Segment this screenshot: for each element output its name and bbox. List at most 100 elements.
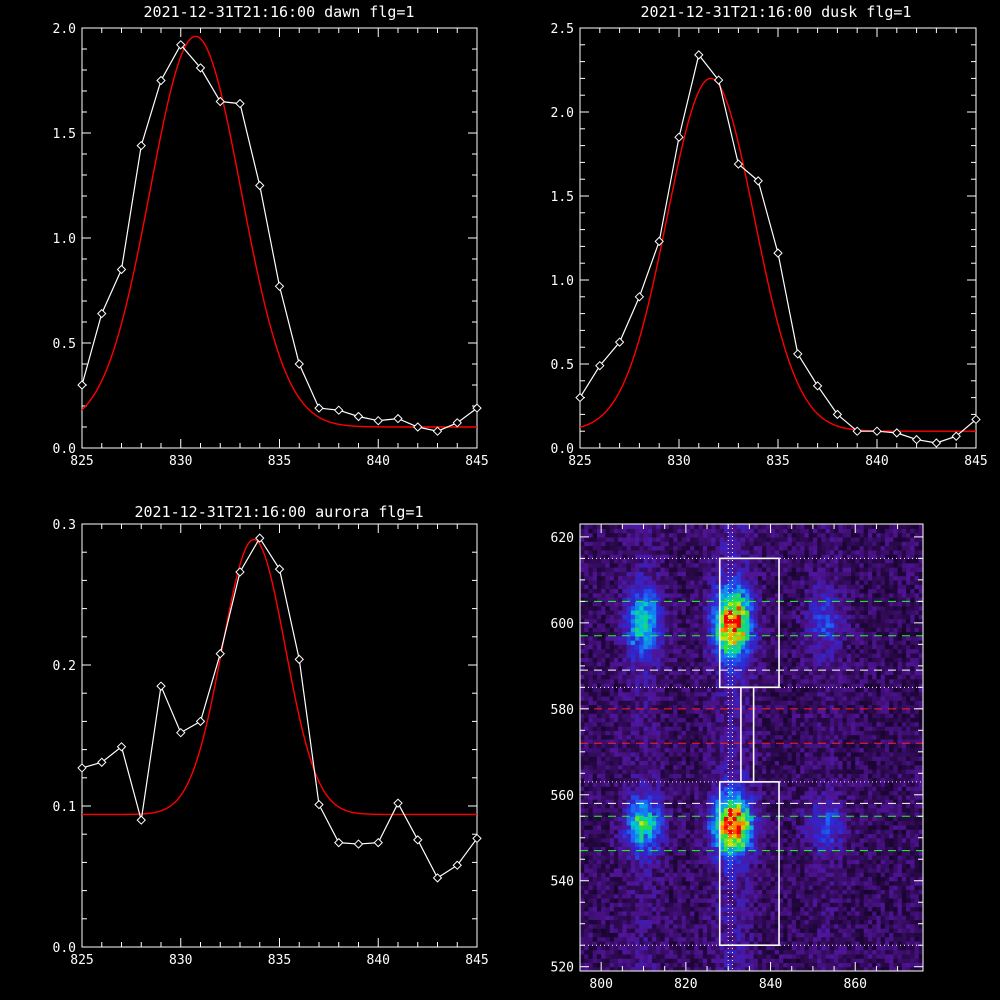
heatmap-cell [677,863,683,869]
heatmap-cell [800,811,806,817]
heatmap-cell [783,940,789,946]
heatmap-cell [647,867,653,873]
heatmap-cell [639,773,645,779]
heatmap-cell [872,923,878,929]
heatmap-cell [821,867,827,873]
heatmap-cell [596,923,602,929]
heatmap-cell [601,807,606,813]
heatmap-cell [753,897,759,903]
heatmap-cell [766,756,772,761]
heatmap-cell [834,820,839,826]
heatmap-cell [588,807,594,813]
heatmap-cell [901,824,907,830]
heatmap-cell [842,824,848,830]
heatmap-cell [770,743,776,749]
heatmap-cell [677,833,683,839]
heatmap-cell [605,876,611,882]
heatmap-cell [834,928,839,933]
heatmap-cell [745,837,750,843]
heatmap-cell [914,863,920,869]
heatmap-cell [732,915,738,921]
heatmap-cell [656,726,662,731]
heatmap-cell [698,885,704,890]
heatmap-cell [821,747,827,753]
heatmap-cell [757,919,763,925]
heatmap-cell [681,885,687,890]
heatmap-cell [690,966,695,971]
heatmap-cell [643,876,649,882]
heatmap-cell [749,777,755,783]
heatmap-cell [855,940,861,946]
heatmap-cell [609,726,615,731]
heatmap-cell [664,919,670,925]
heatmap-cell [635,919,640,925]
heatmap-cell [817,846,822,852]
heatmap-cell [749,781,755,787]
heatmap-cell [660,867,666,873]
heatmap-cell [753,880,759,886]
heatmap-cell [656,764,662,770]
heatmap-cell [897,738,903,744]
heatmap-cell [749,867,755,873]
heatmap-cell [817,910,822,916]
heatmap-cell [791,940,797,946]
heatmap-cell [749,859,755,865]
heatmap-cell [694,734,700,740]
heatmap-cell [770,923,776,929]
heatmap-cell [694,781,700,787]
markers-aurora [77,533,482,883]
heatmap-cell [893,880,899,886]
heatmap-cell [834,885,839,890]
heatmap-cell [635,915,640,921]
heatmap-cell [834,906,839,912]
heatmap-cell [800,786,806,792]
heatmap-cell [630,751,636,757]
heatmap-cell [647,880,653,886]
heatmap-cell [635,751,640,757]
heatmap-cell [825,953,831,959]
heatmap-cell [626,781,632,787]
heatmap-cell [804,906,810,912]
heatmap-cell [588,803,594,809]
heatmap-cell [884,803,890,809]
heatmap-cell [766,863,772,869]
heatmap-cell [618,721,623,727]
heatmap-cell [618,863,623,869]
heatmap-cell [766,842,772,847]
heatmap-cell [770,940,776,946]
heatmap-cell [842,794,848,800]
heatmap-cell [723,747,729,753]
heatmap-cell [596,799,602,804]
heatmap-cell [897,820,903,826]
heatmap-cell [664,794,670,800]
heatmap-cell [719,790,725,796]
heatmap-cell [639,889,645,895]
heatmap-cell [605,885,611,890]
heatmap-cell [889,915,894,921]
heatmap-cell [719,863,725,869]
heatmap-cell [872,859,878,865]
heatmap-cell [639,734,645,740]
heatmap-cell [592,966,598,971]
heatmap-cell [740,910,746,916]
heatmap-cell [880,773,886,779]
y-tick-label: 1.5 [551,190,574,205]
heatmap-cell [749,730,755,736]
heatmap-cell [677,747,683,753]
heatmap-cell [906,885,911,890]
heatmap-cell [651,885,657,890]
heatmap-cell [783,932,789,938]
heatmap-cell [766,824,772,830]
heatmap-cell [707,756,712,761]
heatmap-cell [889,837,894,843]
heatmap-cell [690,743,695,749]
heatmap-cell [677,816,683,822]
heatmap-cell [728,940,734,946]
heatmap-cell [630,743,636,749]
heatmap-cell [863,824,869,830]
heatmap-cell [817,807,822,813]
heatmap-cell [757,829,763,835]
heatmap-cell [596,842,602,847]
heatmap-cell [647,781,653,787]
heatmap-cell [694,850,700,856]
